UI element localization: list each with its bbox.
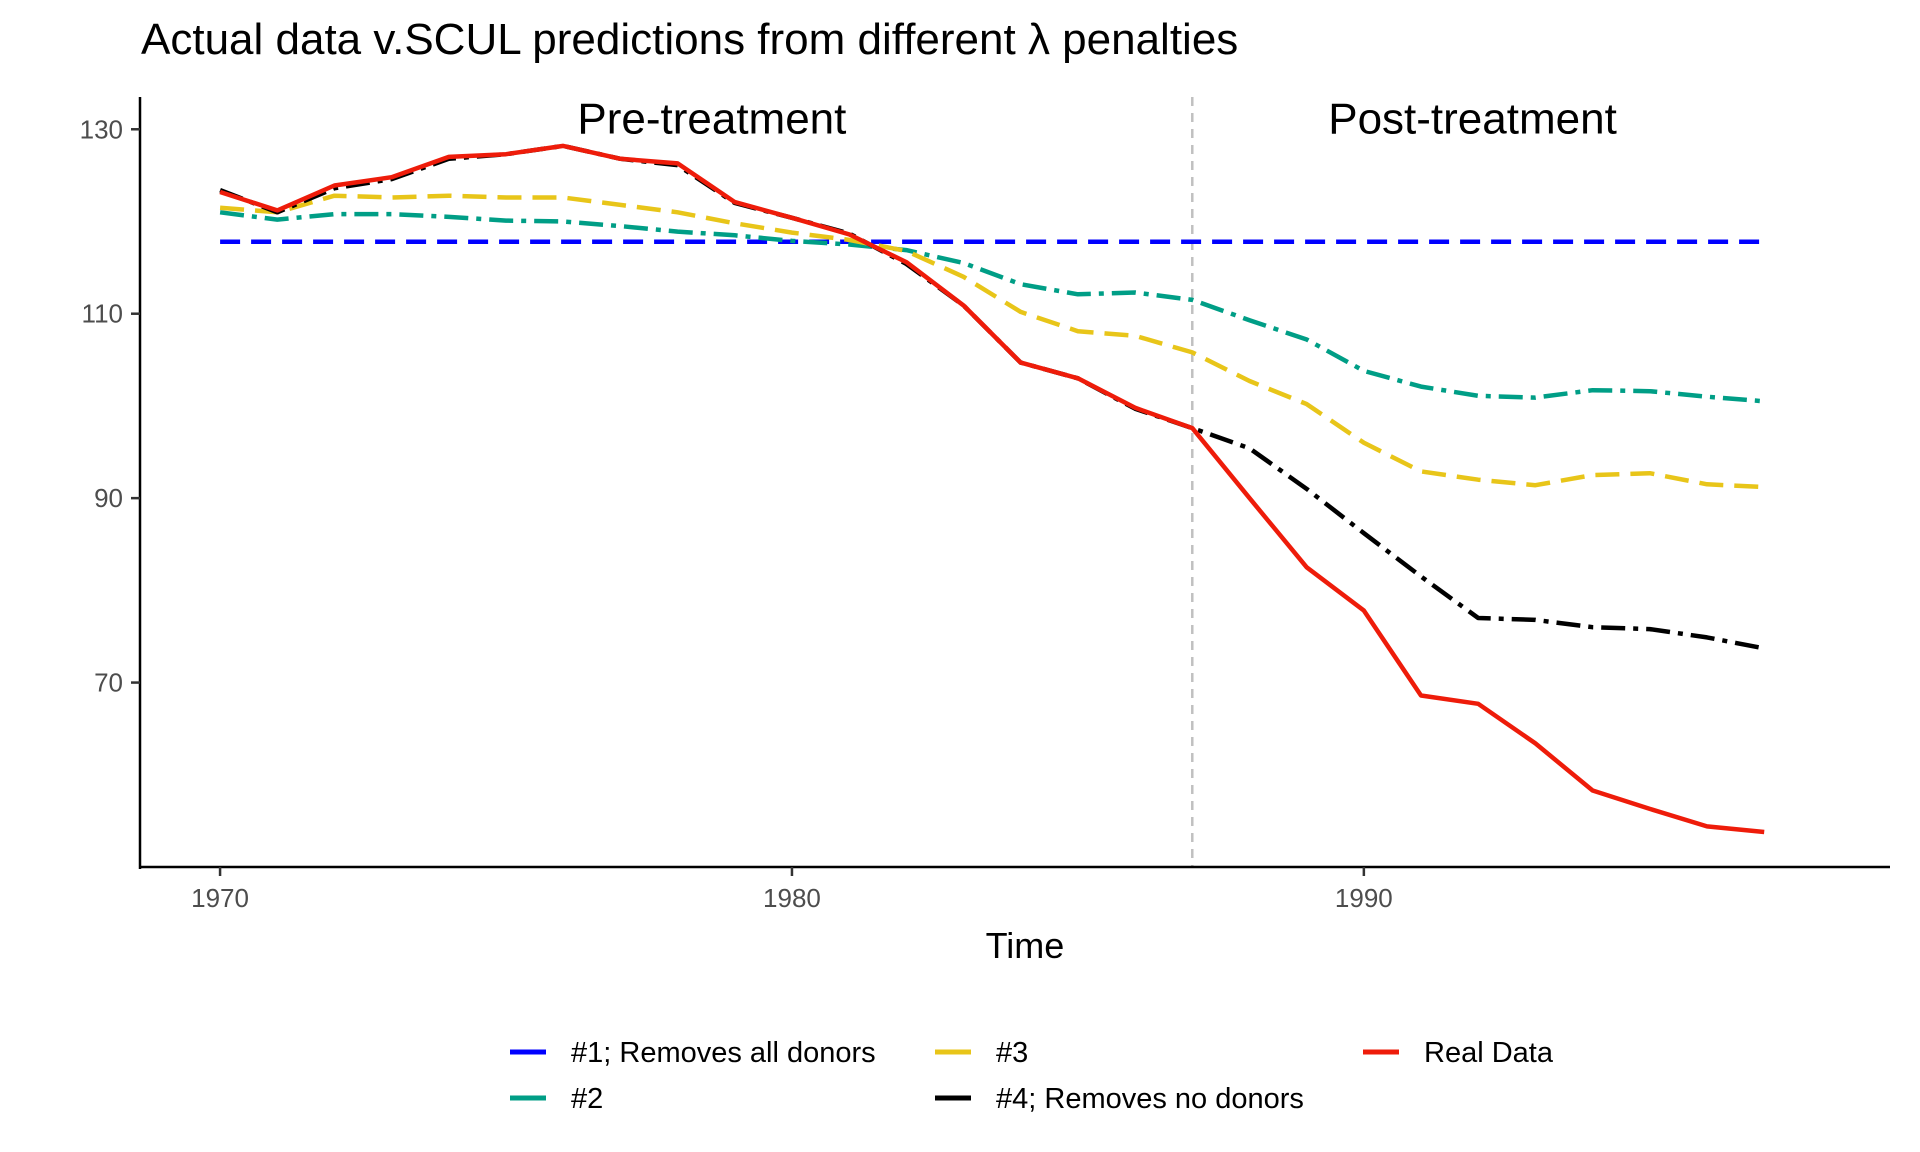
y-tick-label: 130 <box>80 114 123 144</box>
legend-item: #2 <box>510 1083 603 1115</box>
plot-area: Pre-treatment Post-treatment 70 90 110 130 197… <box>80 94 1890 913</box>
legend-item: #4; Removes no donors <box>935 1083 1304 1115</box>
x-tick-label: 1970 <box>191 883 249 913</box>
y-tick-label: 110 <box>82 299 123 329</box>
series-line-3 <box>219 193 1765 490</box>
chart-title: Actual data v.SCUL predictions from diff… <box>141 15 1238 64</box>
series-line-2 <box>219 210 1765 404</box>
legend-item: Real Data <box>1363 1037 1554 1069</box>
annotation-pre-treatment: Pre-treatment <box>577 94 846 143</box>
annotation-post-treatment: Post-treatment <box>1328 94 1617 143</box>
x-axis-label: Time <box>986 925 1065 966</box>
x-tick-label: 1980 <box>763 883 821 913</box>
legend-label: #3 <box>996 1037 1028 1069</box>
legend: #1; Removes all donors #2 #3 #4; Removes no… <box>510 1037 1554 1115</box>
series-line-5 <box>219 143 1765 835</box>
x-tick-label: 1990 <box>1335 883 1393 913</box>
legend-label: #1; Removes all donors <box>571 1037 876 1069</box>
y-tick-label: 70 <box>94 668 123 698</box>
legend-item: #3 <box>935 1037 1028 1069</box>
legend-label: #2 <box>571 1083 603 1115</box>
y-tick-label: 90 <box>94 483 123 513</box>
legend-label: #4; Removes no donors <box>996 1083 1304 1115</box>
legend-item: #1; Removes all donors <box>510 1037 876 1069</box>
legend-label: Real Data <box>1424 1037 1554 1069</box>
